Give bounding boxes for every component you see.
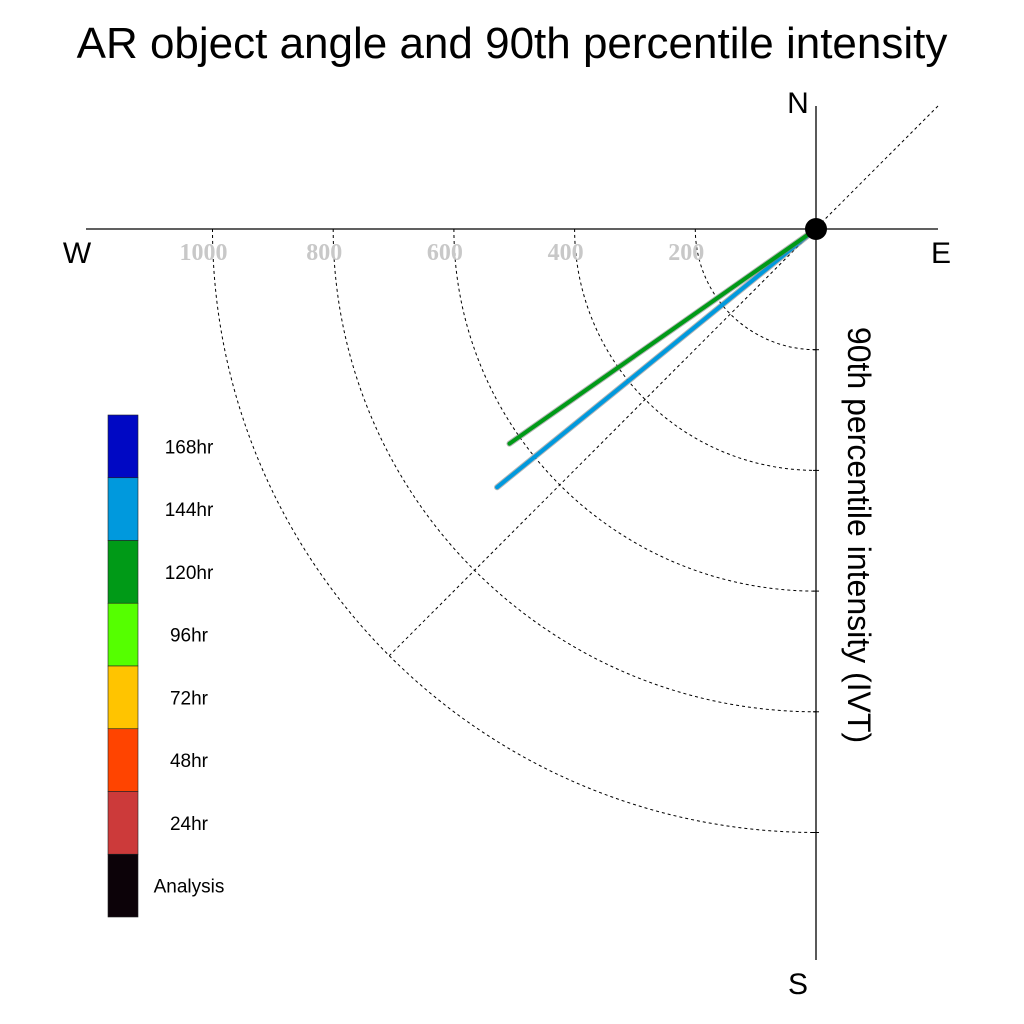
legend-label-24hr: 24hr [170, 814, 209, 835]
legend-swatch-Analysis [107, 853, 139, 918]
series-line-120hr [507, 227, 818, 446]
legend-label-168hr: 168hr [165, 437, 214, 458]
grid-arc-800 [332, 228, 817, 713]
legend-swatch-168hr [107, 414, 139, 479]
legend-swatch-120hr [107, 540, 139, 604]
radial-tick-label-800: 800 [306, 240, 342, 266]
grid-arc-400 [574, 228, 817, 471]
grid-arc-1000 [212, 228, 817, 833]
compass-axes [86, 106, 938, 960]
compass-west-label: W [63, 237, 92, 270]
legend-label-120hr: 120hr [165, 563, 214, 584]
series-line-144hr [495, 227, 818, 490]
compass-east-label: E [931, 237, 951, 270]
compass-south-label: S [788, 968, 808, 1001]
legend-label-96hr: 96hr [170, 626, 209, 647]
legend-swatch-48hr [107, 728, 139, 792]
legend-label-Analysis: Analysis [154, 877, 225, 898]
radial-tick-labels: 200 400 600 800 1000 [180, 240, 705, 266]
grid-arc-200 [694, 228, 817, 351]
legend: 168hr 144hr 120hr 96hr 72hr 48hr 24hr Analysis [107, 414, 225, 918]
legend-swatch-72hr [107, 665, 139, 730]
radial-tick-label-600: 600 [427, 240, 463, 266]
chart-title: AR object angle and 90th percentile inte… [77, 19, 948, 68]
origin-marker [805, 218, 827, 240]
legend-swatch-24hr [107, 791, 139, 855]
legend-swatch-96hr [107, 602, 139, 667]
radial-grid [212, 105, 939, 833]
legend-label-72hr: 72hr [170, 688, 209, 709]
legend-label-144hr: 144hr [165, 500, 214, 521]
radial-tick-label-1000: 1000 [180, 240, 228, 266]
legend-swatch-144hr [107, 477, 139, 541]
y-axis-label: 90th percentile intensity (IVT) [841, 327, 877, 743]
radial-tick-label-400: 400 [548, 240, 584, 266]
legend-label-48hr: 48hr [170, 751, 209, 772]
radial-tick-label-200: 200 [668, 240, 704, 266]
compass-north-label: N [787, 87, 809, 120]
series-lines [494, 218, 827, 491]
